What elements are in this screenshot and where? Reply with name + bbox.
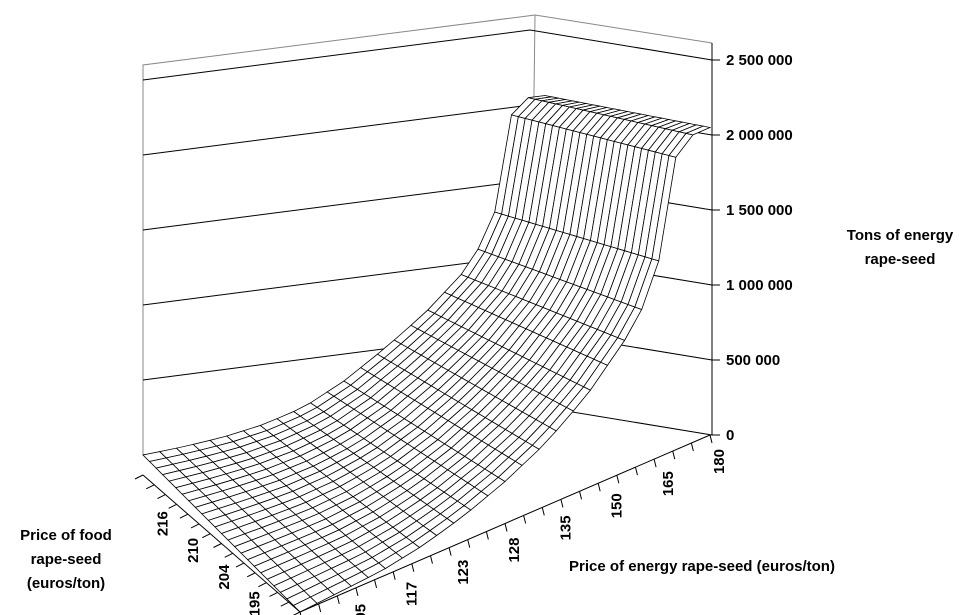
x-tick bbox=[429, 555, 433, 564]
z-tick-label: 500 000 bbox=[726, 352, 780, 369]
x-tick bbox=[579, 491, 583, 500]
y-tick bbox=[269, 591, 278, 597]
x-tick bbox=[467, 539, 471, 548]
y-tick bbox=[235, 562, 245, 568]
y-tick bbox=[202, 533, 211, 539]
x-tick bbox=[411, 563, 415, 572]
z-axis-title-line2: rape-seed bbox=[865, 251, 936, 268]
x-tick bbox=[653, 459, 657, 468]
z-tick-label: 0 bbox=[726, 427, 734, 444]
y-tick-label: 210 bbox=[185, 538, 202, 563]
axis-labels: 0 500 000 1 000 000 1 500 000 2 000 000 2 500… bbox=[155, 52, 793, 615]
x-tick bbox=[355, 587, 359, 596]
x-tick bbox=[374, 579, 378, 588]
x-tick bbox=[597, 483, 601, 492]
y-tick bbox=[168, 503, 177, 509]
y-tick bbox=[145, 484, 155, 490]
surface-cell bbox=[684, 125, 712, 136]
x-tick bbox=[504, 523, 508, 532]
y-tick bbox=[292, 611, 301, 615]
x-tick bbox=[634, 467, 638, 476]
x-tick-label: 135 bbox=[557, 515, 574, 540]
wall-outline bbox=[142, 14, 713, 455]
y-tick bbox=[224, 552, 233, 558]
y-tick bbox=[190, 523, 200, 529]
y-axis-title-line3: (euros/ton) bbox=[27, 575, 105, 592]
y-tick bbox=[213, 543, 222, 548]
y-tick-label: 204 bbox=[216, 564, 233, 590]
x-tick bbox=[523, 515, 527, 524]
x-tick bbox=[709, 434, 713, 444]
y-axis-title-line1: Price of food bbox=[20, 527, 112, 544]
y-tick bbox=[157, 494, 166, 500]
x-axis-title: Price of energy rape-seed (euros/ton) bbox=[569, 558, 835, 575]
y-tick-label: 195 bbox=[246, 591, 263, 615]
x-tick bbox=[690, 442, 694, 452]
surface-mesh bbox=[142, 95, 712, 613]
x-tick bbox=[336, 595, 340, 605]
z-tick-label: 1 000 000 bbox=[726, 277, 793, 294]
x-tick-label: 150 bbox=[609, 493, 626, 518]
y-tick bbox=[258, 582, 267, 588]
x-tick-label: 180 bbox=[711, 449, 728, 474]
x-tick bbox=[616, 475, 620, 484]
x-tick-label: 117 bbox=[404, 582, 421, 606]
x-tick bbox=[541, 507, 545, 516]
x-tick-label: 165 bbox=[660, 471, 677, 496]
y-tick bbox=[246, 572, 256, 578]
z-gridline bbox=[142, 29, 713, 81]
axis-ticks bbox=[134, 59, 720, 615]
z-tick-label: 2 500 000 bbox=[726, 52, 793, 69]
x-tick bbox=[560, 499, 564, 508]
x-tick bbox=[318, 603, 322, 613]
x-tick-label: 123 bbox=[455, 560, 472, 585]
x-tick bbox=[672, 450, 676, 460]
x-tick bbox=[392, 571, 396, 580]
y-tick bbox=[179, 513, 189, 519]
z-tick-label: 1 500 000 bbox=[726, 202, 793, 219]
x-axis-line bbox=[299, 434, 711, 613]
y-tick-label: 216 bbox=[155, 511, 172, 536]
z-axis-title-line1: Tons of energy bbox=[847, 227, 954, 244]
x-tick bbox=[485, 531, 489, 540]
y-tick bbox=[280, 601, 290, 607]
x-tick bbox=[448, 547, 452, 556]
y-axis-title-line2: rape-seed bbox=[31, 551, 102, 568]
x-tick-label: 128 bbox=[506, 538, 523, 563]
z-tick-label: 2 000 000 bbox=[726, 127, 793, 144]
x-tick-label: 105 bbox=[352, 604, 369, 615]
x-tick bbox=[299, 611, 302, 615]
y-tick bbox=[134, 474, 144, 480]
